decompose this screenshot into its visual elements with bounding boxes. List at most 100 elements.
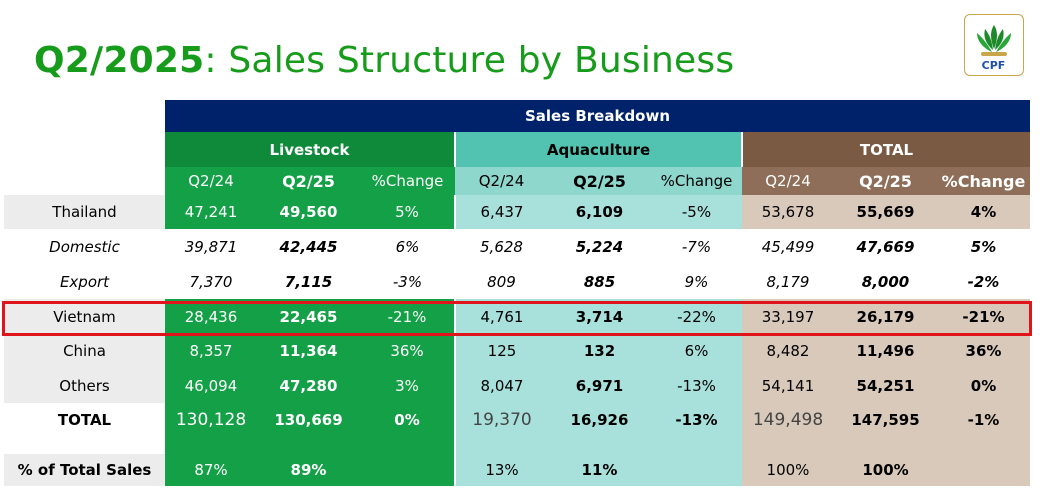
cell xyxy=(937,454,1030,486)
cell: 8,047 xyxy=(454,368,548,403)
cell: 47,241 xyxy=(165,195,257,229)
cell: 6,971 xyxy=(548,368,651,403)
cell: 54,251 xyxy=(834,368,937,403)
cell: 13% xyxy=(454,454,548,486)
cell: 9% xyxy=(651,264,742,299)
col-q225: Q2/25 xyxy=(834,167,937,195)
cell: 0% xyxy=(360,403,455,437)
cell: 0% xyxy=(937,368,1030,403)
cell: 47,280 xyxy=(257,368,360,403)
cell: 8,482 xyxy=(742,334,834,368)
cell: -21% xyxy=(937,299,1030,334)
cell: -21% xyxy=(360,299,455,334)
cell: -7% xyxy=(651,229,742,264)
cell: 100% xyxy=(742,454,834,486)
cell: 5% xyxy=(360,195,455,229)
aquaculture-header: Aquaculture xyxy=(455,132,743,167)
cell: 11% xyxy=(548,454,651,486)
row-label: Thailand xyxy=(4,195,165,229)
cell: 89% xyxy=(257,454,360,486)
cell: 39,871 xyxy=(165,229,257,264)
logo-text: CPF xyxy=(981,59,1006,72)
cell: 33,197 xyxy=(742,299,834,334)
cpf-logo: CPF xyxy=(964,14,1024,76)
cell: 100% xyxy=(834,454,937,486)
cell: 4,761 xyxy=(454,299,548,334)
row-label: TOTAL xyxy=(4,403,165,437)
cell: 42,445 xyxy=(257,229,360,264)
cell: 8,357 xyxy=(165,334,257,368)
cell: -5% xyxy=(651,195,742,229)
cell: -3% xyxy=(360,264,455,299)
cell: 6,437 xyxy=(454,195,548,229)
livestock-header: Livestock xyxy=(165,132,456,167)
cell: 5% xyxy=(937,229,1030,264)
cell: 885 xyxy=(548,264,651,299)
row-label: Vietnam xyxy=(4,299,165,334)
cell: 8,179 xyxy=(742,264,834,299)
cell: 3,714 xyxy=(548,299,651,334)
cell: 6,109 xyxy=(548,195,651,229)
row-label: Domestic xyxy=(4,229,165,264)
cell: 7,370 xyxy=(165,264,257,299)
table-row-share: % of Total Sales 87% 89% 13% 11% 100% 10… xyxy=(4,454,1030,486)
cell: 6% xyxy=(651,334,742,368)
cell: 6% xyxy=(360,229,455,264)
cell: 16,926 xyxy=(548,403,651,437)
cell: 19,370 xyxy=(454,403,548,437)
cell: 87% xyxy=(165,454,257,486)
cell: 5,224 xyxy=(548,229,651,264)
cell: 46,094 xyxy=(165,368,257,403)
col-pct-change: %Change xyxy=(937,167,1030,195)
cell: -13% xyxy=(651,368,742,403)
cell: 8,000 xyxy=(834,264,937,299)
cell: 7,115 xyxy=(257,264,360,299)
cell xyxy=(360,454,455,486)
cell: 4% xyxy=(937,195,1030,229)
cell: -2% xyxy=(937,264,1030,299)
table-row-total: TOTAL 130,128 130,669 0% 19,370 16,926 -… xyxy=(4,403,1030,437)
cell: 45,499 xyxy=(742,229,834,264)
col-q224: Q2/24 xyxy=(455,167,548,195)
cell: 3% xyxy=(360,368,455,403)
cell: 11,364 xyxy=(257,334,360,368)
table-row: China 8,357 11,364 36% 125 132 6% 8,482 … xyxy=(4,334,1030,368)
cell: 53,678 xyxy=(742,195,834,229)
sales-breakdown-header: Sales Breakdown xyxy=(165,100,1030,132)
cell: 28,436 xyxy=(165,299,257,334)
col-q225: Q2/25 xyxy=(257,167,360,195)
cell: 49,560 xyxy=(257,195,360,229)
table-row: Domestic 39,871 42,445 6% 5,628 5,224 -7… xyxy=(4,229,1030,264)
cell: 47,669 xyxy=(834,229,937,264)
cell: 147,595 xyxy=(834,403,937,437)
cell: 125 xyxy=(454,334,548,368)
title-period: Q2/2025 xyxy=(34,40,205,81)
table-row: Vietnam 28,436 22,465 -21% 4,761 3,714 -… xyxy=(4,299,1030,334)
cell: 26,179 xyxy=(834,299,937,334)
cell: 809 xyxy=(455,264,548,299)
cell xyxy=(651,454,742,486)
cell: -22% xyxy=(651,299,742,334)
row-label: China xyxy=(4,334,165,368)
cell: 130,669 xyxy=(257,403,360,437)
cell: 130,128 xyxy=(165,403,257,437)
row-label: Others xyxy=(4,368,165,403)
col-q224: Q2/24 xyxy=(165,167,257,195)
row-label: % of Total Sales xyxy=(4,454,165,486)
cell: -13% xyxy=(651,403,742,437)
cell: 132 xyxy=(548,334,651,368)
cell: 36% xyxy=(360,334,455,368)
sales-table: Sales Breakdown Livestock Aquaculture TO… xyxy=(4,100,1030,486)
cpf-leaf-logo-icon xyxy=(977,25,1011,56)
row-label: Export xyxy=(4,264,165,299)
page-title: Q2/2025: Sales Structure by Business xyxy=(34,40,734,81)
col-q224: Q2/24 xyxy=(742,167,834,195)
cell: 36% xyxy=(937,334,1030,368)
col-q225: Q2/25 xyxy=(548,167,651,195)
spacer-row xyxy=(4,437,1030,454)
cell: 22,465 xyxy=(257,299,360,334)
total-header: TOTAL xyxy=(742,132,1030,167)
col-pct-change: %Change xyxy=(360,167,455,195)
cell: 55,669 xyxy=(834,195,937,229)
table-row: Thailand 47,241 49,560 5% 6,437 6,109 -5… xyxy=(4,195,1030,229)
